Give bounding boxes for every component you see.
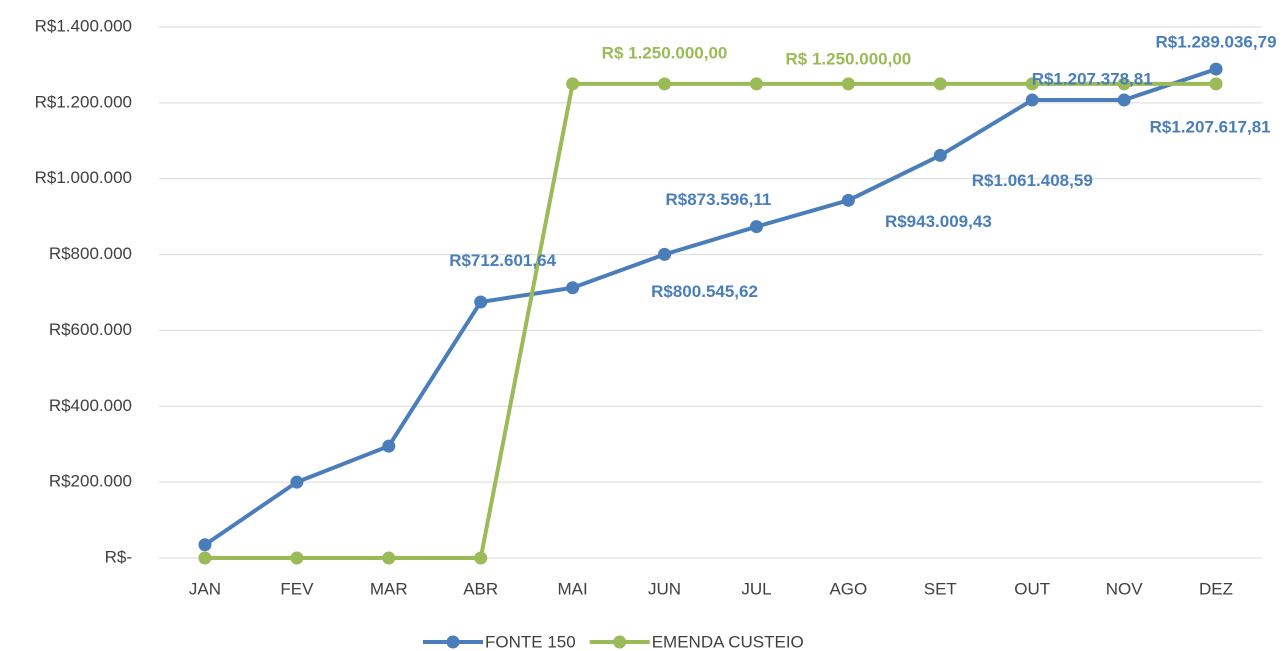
legend-label: EMENDA CUSTEIO (652, 632, 804, 651)
point (841, 193, 855, 207)
point (749, 77, 763, 91)
y-tick-label: R$- (105, 547, 132, 566)
point (658, 247, 672, 261)
point (1025, 93, 1039, 107)
point (290, 551, 304, 565)
point (474, 295, 488, 309)
point (1117, 77, 1131, 91)
point (382, 439, 396, 453)
data-label: R$ 1.250.000,00 (602, 43, 728, 62)
x-tick-label: MAR (370, 579, 408, 598)
x-tick-label: OUT (1014, 579, 1050, 598)
y-tick-label: R$1.200.000 (35, 92, 132, 111)
point (933, 77, 947, 91)
data-label: R$1.061.408,59 (972, 171, 1093, 190)
legend-label: FONTE 150 (485, 632, 576, 651)
data-label: R$873.596,11 (666, 190, 772, 209)
x-tick-label: MAI (558, 579, 588, 598)
series-line (203, 67, 1217, 547)
point (474, 551, 488, 565)
x-tick-label: SET (924, 579, 957, 598)
point (749, 220, 763, 234)
x-tick-label: JUL (741, 579, 771, 598)
point (1117, 93, 1131, 107)
data-label: R$ 1.250.000,00 (786, 49, 912, 68)
y-tick-label: R$1.000.000 (35, 168, 132, 187)
y-tick-label: R$600.000 (49, 320, 132, 339)
y-tick-label: R$200.000 (49, 472, 132, 491)
point (382, 551, 396, 565)
point (1025, 77, 1039, 91)
x-tick-label: NOV (1106, 579, 1144, 598)
data-label: R$712.601,64 (449, 251, 556, 270)
x-tick-label: JAN (189, 579, 221, 598)
data-label: R$800.545,62 (651, 282, 758, 301)
y-tick-label: R$1.400.000 (35, 16, 132, 35)
point (198, 538, 212, 552)
data-label: R$1.207.617,81 (1150, 117, 1271, 136)
x-tick-label: FEV (280, 579, 314, 598)
x-tick-label: DEZ (1199, 579, 1233, 598)
point (933, 148, 947, 162)
point (290, 475, 304, 489)
point (198, 551, 212, 565)
point (841, 77, 855, 91)
data-label: R$943.009,43 (885, 212, 992, 231)
y-tick-label: R$400.000 (49, 396, 132, 415)
point (566, 281, 580, 295)
data-label: R$1.289.036,79 (1156, 33, 1277, 52)
point (658, 77, 672, 91)
point (1209, 62, 1223, 76)
legend-marker (446, 635, 460, 649)
point (566, 77, 580, 91)
point (1209, 77, 1223, 91)
series-line (204, 81, 1217, 560)
data-label: R$1.207.378,81 (1032, 70, 1153, 89)
x-tick-label: ABR (463, 579, 498, 598)
legend-marker (613, 635, 627, 649)
x-tick-label: AGO (829, 579, 867, 598)
x-tick-label: JUN (648, 579, 681, 598)
y-tick-label: R$800.000 (49, 244, 132, 263)
